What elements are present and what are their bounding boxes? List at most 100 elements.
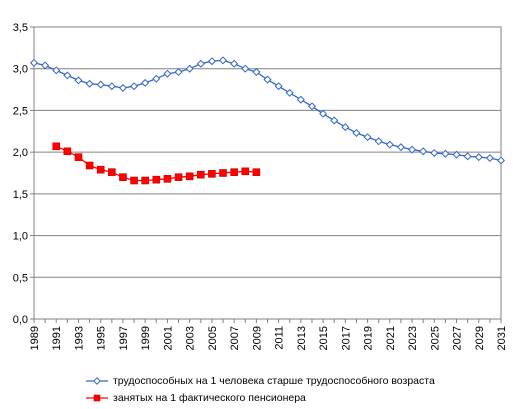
diamond-data-point <box>107 82 116 91</box>
diamond-data-point <box>63 71 72 80</box>
square-data-point <box>196 170 205 179</box>
series-1 <box>29 56 506 165</box>
diamond-data-point <box>374 137 383 146</box>
square-data-point <box>208 170 216 178</box>
diamond-data-point <box>29 58 39 67</box>
diamond-data-point <box>152 74 161 83</box>
diamond-data-point <box>207 57 216 66</box>
x-tick-label: 1999 <box>140 326 152 350</box>
square-data-point <box>219 169 227 177</box>
line-chart: 0,0 0,5 1,0 1,5 2,0 2,5 3,0 3,5 1989 1991 1993 199… <box>13 22 508 350</box>
y-tick-label: 0,0 <box>13 314 28 326</box>
legend-label-employed: занятых на 1 фактического пенсионера <box>113 391 306 404</box>
y-gridlines <box>34 68 501 278</box>
x-tick-label: 2013 <box>296 326 308 350</box>
x-tick-label: 2001 <box>162 326 174 350</box>
series-2 <box>52 142 261 185</box>
legend: трудоспособных на 1 человека старше труд… <box>86 372 435 406</box>
y-tick-label: 1,0 <box>13 231 28 243</box>
square-data-point <box>163 175 172 183</box>
x-tick-label: 1997 <box>118 326 130 350</box>
diamond-data-point <box>196 59 205 68</box>
legend-label-working-age: трудоспособных на 1 человека старше труд… <box>113 374 435 387</box>
y-tick-label: 3,5 <box>13 22 28 34</box>
square-data-point <box>96 165 105 174</box>
diamond-data-point <box>385 140 394 149</box>
diamond-data-point <box>130 82 139 91</box>
diamond-data-point <box>96 80 105 89</box>
legend-item-working-age: трудоспособных на 1 человека старше труд… <box>86 372 435 389</box>
x-tick-label: 2029 <box>474 326 486 350</box>
x-tick-label: 2021 <box>385 326 397 350</box>
diamond-data-point <box>85 79 94 88</box>
square-data-point <box>74 153 83 161</box>
diamond-data-point <box>441 149 450 158</box>
diamond-data-point <box>341 123 350 132</box>
diamond-data-point <box>274 82 283 91</box>
diamond-data-point <box>285 88 294 97</box>
square-data-point <box>241 167 250 176</box>
y-axis: 0,0 0,5 1,0 1,5 2,0 2,5 3,0 3,5 <box>13 22 34 326</box>
y-tick-label: 2,0 <box>13 147 28 159</box>
diamond-data-point <box>174 68 183 77</box>
square-data-point <box>119 173 127 181</box>
x-tick-label: 2007 <box>229 326 241 350</box>
diamond-data-point <box>330 116 339 125</box>
square-data-point <box>52 142 61 151</box>
diamond-data-point <box>463 152 472 161</box>
x-tick-label: 2005 <box>207 326 219 350</box>
x-tick-label: 2019 <box>363 326 375 350</box>
diamond-data-point <box>485 153 494 162</box>
diamond-data-point <box>241 64 250 73</box>
x-tick-label: 1993 <box>73 326 85 350</box>
diamond-data-point <box>118 83 127 92</box>
diamond-data-point <box>141 78 150 87</box>
x-tick-label: 2023 <box>407 326 419 350</box>
square-data-point <box>252 168 261 176</box>
square-data-point <box>152 175 161 184</box>
square-data-point <box>174 173 183 181</box>
square-data-point <box>185 172 194 181</box>
diamond-data-point <box>352 128 361 137</box>
x-tick-label: 2003 <box>185 326 197 350</box>
x-tick-label: 2017 <box>340 326 352 350</box>
y-tick-label: 0,5 <box>13 272 28 284</box>
diamond-data-point <box>408 145 417 154</box>
y-tick-label: 3,0 <box>13 64 28 76</box>
diamond-data-point <box>41 61 50 70</box>
square-data-point <box>230 168 238 176</box>
diamond-marker-icon <box>86 376 108 385</box>
square-marker-icon <box>86 394 108 401</box>
x-tick-label: 2011 <box>274 326 286 350</box>
diamond-data-point <box>252 68 261 77</box>
x-tick-label: 1991 <box>51 326 63 350</box>
diamond-data-point <box>452 150 461 159</box>
series-layer <box>29 56 506 185</box>
x-tick-label: 1989 <box>29 326 41 350</box>
diamond-data-point <box>496 156 506 165</box>
x-tick-label: 2025 <box>429 326 441 350</box>
diamond-data-point <box>230 59 239 68</box>
diamond-data-point <box>163 69 172 78</box>
x-tick-label: 2015 <box>318 326 330 350</box>
y-tick-label: 2,5 <box>13 105 28 117</box>
diamond-data-point <box>74 76 83 85</box>
diamond-data-point <box>296 95 305 104</box>
square-data-point <box>141 176 149 185</box>
x-axis: 1989 1991 1993 1995 1997 1999 2001 2003 2005 2007… <box>29 319 508 350</box>
x-tick-label: 2027 <box>452 326 464 350</box>
diamond-data-point <box>363 133 372 142</box>
square-data-point <box>85 161 94 170</box>
square-data-point <box>108 168 116 176</box>
diamond-data-point <box>185 64 194 73</box>
diamond-data-point <box>307 102 316 111</box>
diamond-data-point <box>396 143 405 152</box>
diamond-data-point <box>419 147 428 156</box>
diamond-data-point <box>474 153 483 162</box>
x-tick-label: 2009 <box>251 326 263 350</box>
legend-item-employed: занятых на 1 фактического пенсионера <box>86 389 435 406</box>
x-tick-label: 1995 <box>96 326 108 350</box>
square-data-point <box>130 176 138 185</box>
x-tick-label: 2031 <box>496 326 508 350</box>
diamond-data-point <box>219 56 228 65</box>
